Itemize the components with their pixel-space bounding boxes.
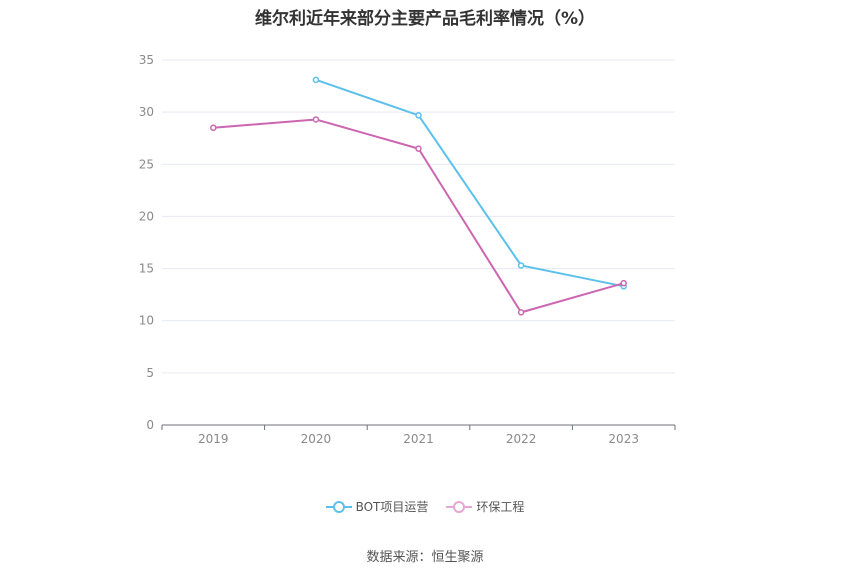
y-tick-label: 5 [146,366,154,380]
series-line [315,78,624,288]
x-tick-label: 2021 [403,432,434,446]
legend-item-bot[interactable]: BOT项目运营 [325,498,429,515]
legend-item-env[interactable]: 环保工程 [446,498,524,515]
data-point[interactable] [415,145,422,152]
legend-label-env: 环保工程 [476,500,525,514]
data-point[interactable] [415,112,422,119]
tick-labels: 0 5 10 15 20 25 30 35 2019 2020 2021 2022 2023 [139,53,639,446]
axes [161,424,676,430]
data-source: 数据来源：恒生聚源 [366,550,484,565]
x-tick-label: 2019 [198,432,229,446]
x-tick-label: 2022 [506,432,537,446]
data-point[interactable] [620,279,627,287]
x-tick-label: 2020 [301,432,332,446]
data-point[interactable] [517,309,525,316]
y-tick-label: 15 [139,262,154,276]
data-point[interactable] [210,124,217,132]
y-tick-label: 35 [139,53,154,67]
legend: BOT项目运营 环保工程 [0,498,850,515]
grid-lines [162,59,675,374]
y-tick-label: 25 [139,157,154,171]
legend-label-bot: BOT项目运营 [355,500,429,514]
data-point[interactable] [312,76,320,84]
legend-line-marker-icon [446,500,473,513]
y-tick-label: 0 [146,418,154,432]
x-tick-label: 2023 [608,432,639,446]
data-point[interactable] [312,116,320,123]
legend-line-marker-icon [325,500,352,513]
data-point[interactable] [517,262,525,269]
y-tick-label: 20 [139,209,154,223]
chart-title: 维尔利近年来部分主要产品毛利率情况（%） [254,9,596,29]
series-lines [210,76,627,316]
y-tick-label: 10 [139,314,154,328]
y-tick-label: 30 [139,105,154,119]
